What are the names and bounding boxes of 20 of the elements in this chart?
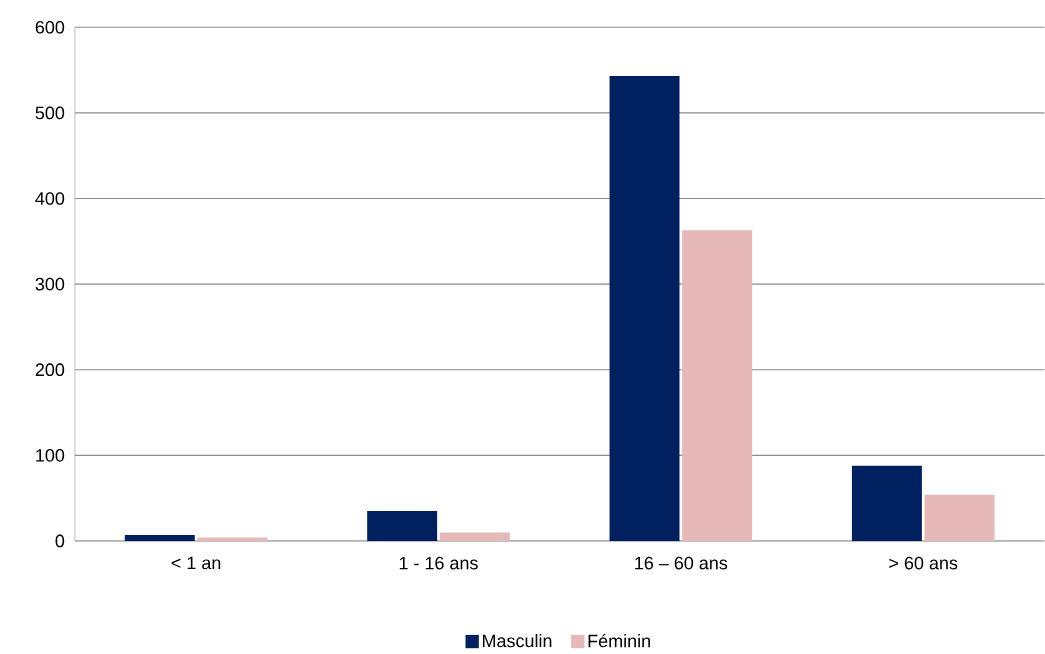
y-tick-label: 100 [36, 448, 65, 462]
y-tick-label: 300 [35, 277, 65, 291]
x-tick-label: < 1 an [171, 556, 221, 570]
bar [124, 534, 195, 541]
y-tick-label: 600 [35, 20, 65, 34]
x-tick-label: > 60 ans [889, 556, 958, 570]
bar [924, 494, 995, 541]
bar [439, 532, 510, 541]
bar [851, 465, 922, 541]
bar [367, 510, 438, 541]
bar [682, 229, 753, 541]
y-tick-label: 200 [35, 363, 65, 376]
bar [609, 75, 680, 541]
legend-label: Féminin [588, 633, 650, 648]
x-tick-label: 1 - 16 ans [399, 556, 478, 570]
x-tick-label: 16 – 60 ans [635, 556, 728, 570]
y-tick-label: 400 [35, 191, 65, 205]
legend-label: Masculin [482, 633, 552, 647]
y-tick-label: 500 [35, 106, 65, 120]
y-tick-label: 0 [55, 534, 65, 548]
